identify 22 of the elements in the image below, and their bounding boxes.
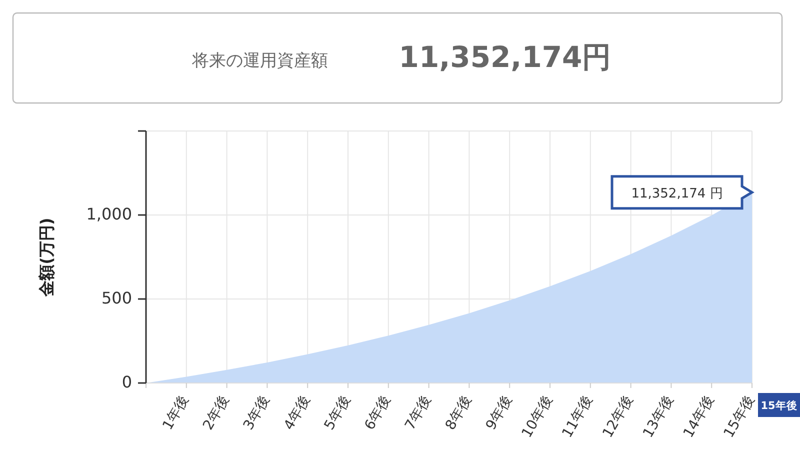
x-tick-label: 3年後 (240, 392, 273, 433)
x-tick-label: 8年後 (442, 392, 475, 433)
x-tick-label: 14年後 (680, 392, 718, 441)
chart-title: 将来の運用資産額 (191, 51, 328, 71)
x-tick-label: 5年後 (321, 392, 354, 433)
x-tick-label: 10年後 (519, 392, 556, 441)
x-tick-label: 9年後 (483, 392, 516, 433)
x-tick-label: 2年後 (200, 392, 233, 433)
x-tick-label: 4年後 (281, 392, 314, 433)
x-tick-label: 1年後 (160, 392, 192, 433)
chart-subtitle: 11,352,174円 (398, 40, 612, 74)
y-tick-label: 0 (122, 372, 132, 392)
x-tick-label: 13年後 (640, 392, 677, 441)
x-tick-label: 12年後 (600, 392, 637, 441)
y-axis-title: 金額(万円) (37, 218, 56, 298)
annotation: 11,352,174 円 (631, 186, 723, 202)
x-tick-label: 7年後 (402, 392, 435, 433)
x-tick-label: 6年後 (362, 392, 394, 433)
x-tick-label: 11年後 (559, 392, 596, 441)
y-tick-label: 500 (101, 288, 132, 308)
y-tick-label: 1,000 (86, 204, 132, 224)
x-tick-label: 15年後 (721, 392, 758, 441)
